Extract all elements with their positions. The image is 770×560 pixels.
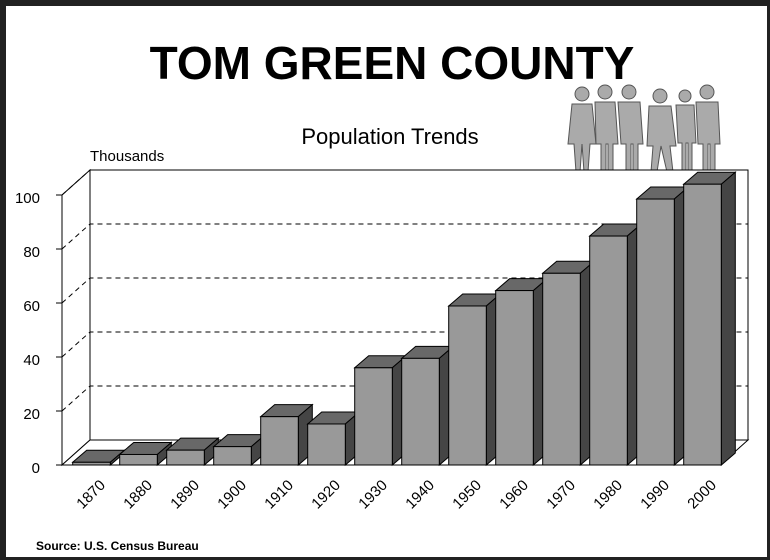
side-wall: [61, 168, 91, 467]
people-illustration: [567, 84, 721, 173]
chart-title: TOM GREEN COUNTY: [150, 37, 635, 89]
grid-line: [61, 223, 748, 250]
grid-line: [61, 277, 748, 304]
bar: [307, 423, 346, 466]
y-axis-label: Thousands: [90, 148, 164, 165]
bar: [166, 449, 205, 466]
bar: [354, 367, 393, 466]
y-tick-label: 100: [15, 190, 40, 207]
source: Source: U.S. Census Bureau: [36, 539, 199, 553]
y-tick-label: 80: [23, 244, 40, 261]
y-tick-label: 20: [23, 406, 40, 423]
bar: [589, 235, 628, 466]
y-tick-label: 0: [32, 460, 40, 477]
bar: [448, 305, 487, 466]
bar: [401, 357, 440, 466]
bar: [213, 446, 252, 466]
grid-line: [61, 385, 748, 412]
chart-subtitle: Population Trends: [301, 124, 478, 149]
bar: [542, 272, 581, 466]
bar: [72, 461, 111, 466]
y-tick-label: 60: [23, 298, 40, 315]
bar: [636, 198, 675, 466]
bar: [119, 453, 158, 466]
bar: [260, 416, 299, 466]
grid-line: [61, 169, 748, 196]
bar-side: [720, 171, 736, 467]
grid-line: [61, 331, 748, 358]
bar: [495, 290, 534, 466]
bar: [683, 183, 722, 466]
y-tick-label: 40: [23, 352, 40, 369]
